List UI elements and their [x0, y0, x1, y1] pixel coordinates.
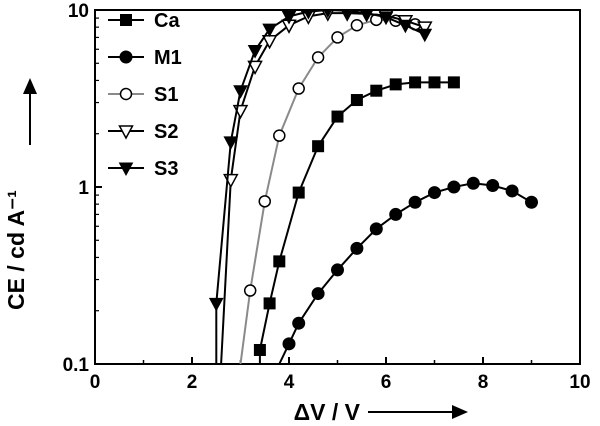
- y-tick-label: 10: [68, 1, 89, 22]
- series-m1-line: [278, 182, 533, 364]
- series-m1-point: [447, 180, 461, 194]
- series-s3-point: [360, 10, 373, 22]
- series-ca: [253, 76, 460, 364]
- series-ca-point: [253, 343, 266, 356]
- series-s1-point: [258, 195, 271, 208]
- x-tick-label: 2: [187, 372, 198, 393]
- series-s3-point: [208, 297, 224, 312]
- legend-label: S3: [154, 158, 178, 180]
- series-s3-point: [223, 136, 239, 150]
- series-m1-point: [350, 241, 364, 255]
- series-s3-point: [262, 23, 277, 38]
- series-ca-point: [447, 76, 460, 89]
- series-s1: [239, 13, 422, 364]
- series-s3-point: [323, 10, 333, 19]
- legend-marker: [119, 87, 133, 101]
- legend-item-ca: Ca: [108, 10, 180, 32]
- x-tick-label: 6: [381, 372, 392, 393]
- series-s1-point: [350, 19, 364, 32]
- series-s2-point: [417, 21, 433, 36]
- x-tick-label: 8: [478, 372, 489, 393]
- legend-item-s1: S1: [108, 84, 178, 106]
- series-m1-point: [525, 195, 538, 209]
- series-s3-point: [247, 45, 263, 59]
- series-s1-point: [273, 129, 286, 142]
- legend-item-s3: S3: [108, 158, 178, 180]
- series-s3-point: [417, 28, 433, 43]
- series-s3-point: [233, 85, 248, 99]
- series-ca-point: [331, 110, 344, 123]
- series-ca-point: [350, 94, 363, 107]
- series-s1-point: [243, 284, 257, 297]
- x-tick-label: 0: [90, 372, 101, 393]
- y-tick-label: 0.1: [63, 355, 90, 376]
- legend-label: M1: [154, 47, 182, 69]
- legend-item-m1: M1: [108, 47, 182, 69]
- series-m1-point: [282, 337, 296, 351]
- series-s2-point: [247, 60, 263, 75]
- series-m1-point: [486, 178, 500, 192]
- y-axis-label: CE / cd A⁻¹: [3, 190, 29, 310]
- series-ca-point: [409, 76, 422, 89]
- y-tick-label: 1: [78, 178, 89, 199]
- series-s3-point: [342, 10, 352, 19]
- x-tick-label: 4: [284, 372, 295, 393]
- series-m1-point: [389, 207, 403, 221]
- legend-marker: [120, 14, 132, 26]
- legend-item-s2: S2: [108, 121, 178, 143]
- data-series: [208, 10, 538, 364]
- series-s1-point: [331, 31, 344, 44]
- series-ca-point: [389, 78, 402, 91]
- series-s2: [220, 10, 433, 364]
- series-ca-point: [312, 140, 325, 153]
- series-s3-point: [398, 19, 413, 34]
- series-s3-point: [281, 10, 297, 25]
- legend-label: Ca: [154, 10, 180, 32]
- series-ca-point: [263, 297, 276, 310]
- series-ca-line: [258, 81, 454, 351]
- legend-label: S1: [154, 84, 178, 106]
- series-s1-point: [292, 82, 305, 95]
- series-m1: [278, 176, 538, 364]
- series-m1-point: [331, 263, 344, 277]
- series-m1-point: [408, 195, 422, 209]
- series-m1-point: [292, 316, 306, 330]
- x-tick-label: 10: [569, 372, 590, 393]
- legend-marker: [118, 162, 134, 177]
- series-s3-point: [378, 11, 394, 26]
- series-ca-point: [428, 76, 441, 89]
- series-m1-point: [369, 222, 383, 236]
- series-ca-point: [273, 255, 286, 268]
- series-s1-line: [239, 18, 416, 364]
- series-m1-point: [466, 176, 480, 190]
- series-s1-point: [311, 51, 325, 64]
- series-ca-point: [370, 84, 383, 97]
- x-axis-arrow: [368, 405, 468, 419]
- series-m1-point: [311, 287, 325, 301]
- series-s3: [208, 10, 433, 364]
- series-ca-point: [292, 186, 305, 199]
- legend: Ca M1 S1 S2 S3: [108, 10, 182, 180]
- legend-marker: [119, 50, 133, 64]
- series-s3-point: [303, 10, 314, 20]
- legend-marker: [118, 125, 134, 140]
- legend-label: S2: [154, 121, 178, 143]
- series-m1-point: [505, 184, 519, 198]
- x-axis-label: ΔV / V: [294, 399, 361, 425]
- y-axis-arrow: [23, 78, 37, 145]
- series-m1-point: [428, 186, 441, 200]
- series-s2-point: [261, 35, 278, 50]
